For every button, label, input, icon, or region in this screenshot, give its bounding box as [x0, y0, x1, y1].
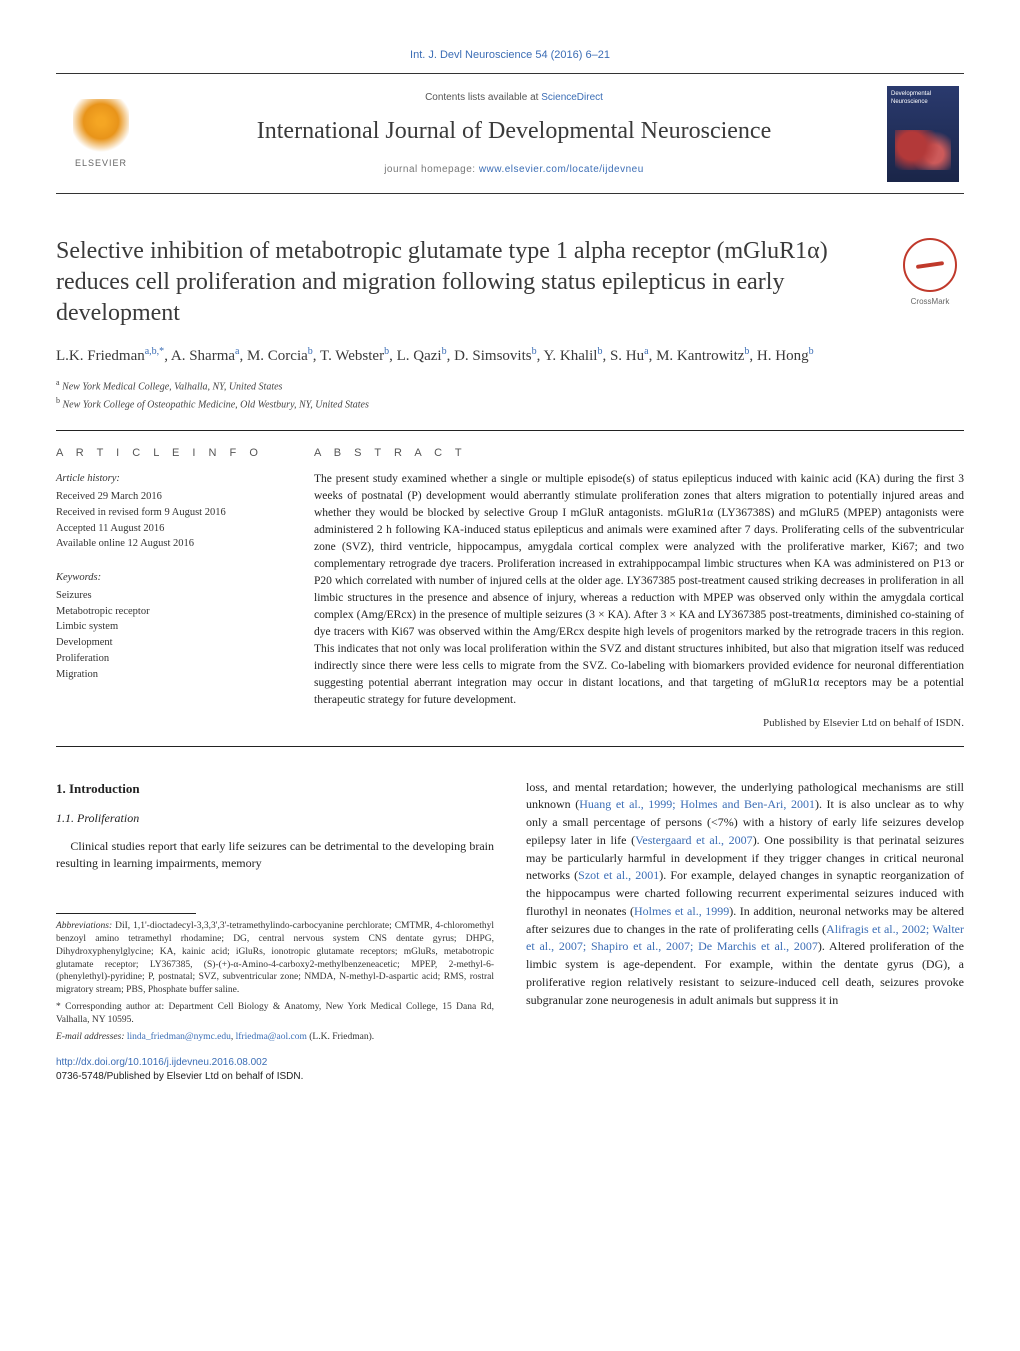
affil-text: New York Medical College, Valhalla, NY, … [62, 382, 282, 393]
journal-header: ELSEVIER Contents lists available at Sci… [56, 74, 964, 194]
history-received: Received 29 March 2016 [56, 489, 278, 505]
email-footnote: E-mail addresses: linda_friedman@nymc.ed… [56, 1031, 494, 1044]
abbrev-label: Abbreviations: [56, 921, 112, 931]
abstract-panel: A B S T R A C T The present study examin… [314, 431, 964, 732]
sciencedirect-link[interactable]: ScienceDirect [541, 92, 603, 103]
abbreviations-footnote: Abbreviations: DiI, 1,1'-dioctadecyl-3,3… [56, 920, 494, 997]
cover-image: Developmental Neuroscience [887, 86, 959, 182]
section-number: 1. [56, 781, 66, 796]
citation[interactable]: Vestergaard et al., 2007 [635, 833, 753, 847]
keywords-label: Keywords: [56, 570, 278, 586]
header-center: Contents lists available at ScienceDirec… [146, 74, 882, 193]
subsection-number: 1.1. [56, 811, 74, 825]
abbrev-text: DiI, 1,1'-dioctadecyl-3,3,3',3'-tetramet… [56, 921, 494, 995]
section-heading: 1. Introduction [56, 779, 494, 798]
keyword: Development [56, 635, 278, 651]
homepage-prefix: journal homepage: [384, 164, 479, 175]
contents-available: Contents lists available at ScienceDirec… [425, 91, 603, 105]
body-columns: 1. Introduction 1.1. Proliferation Clini… [56, 779, 964, 1084]
keyword: Metabotropic receptor [56, 604, 278, 620]
crossmark-badge[interactable]: CrossMark [896, 238, 964, 307]
abstract-text: The present study examined whether a sin… [314, 471, 964, 709]
email-suffix: (L.K. Friedman). [309, 1032, 374, 1042]
article-info-heading: A R T I C L E I N F O [56, 445, 278, 462]
abstract-heading: A B S T R A C T [314, 445, 964, 461]
footnotes: Abbreviations: DiI, 1,1'-dioctadecyl-3,3… [56, 920, 494, 1043]
article-info-panel: A R T I C L E I N F O Article history: R… [56, 431, 278, 732]
elsevier-label: ELSEVIER [75, 157, 127, 170]
keyword: Migration [56, 667, 278, 683]
affiliation-a: a New York Medical College, Valhalla, NY… [56, 377, 964, 394]
contents-prefix: Contents lists available at [425, 92, 541, 103]
elsevier-tree-icon [73, 99, 129, 155]
email-label: E-mail addresses: [56, 1032, 125, 1042]
corr-label: * Corresponding author at: [56, 1002, 164, 1012]
affiliations: a New York Medical College, Valhalla, NY… [56, 377, 964, 412]
keyword: Proliferation [56, 651, 278, 667]
subsection-title: Proliferation [77, 811, 139, 825]
journal-cover: Developmental Neuroscience [882, 74, 964, 193]
doi-block: http://dx.doi.org/10.1016/j.ijdevneu.201… [56, 1056, 494, 1084]
right-column: loss, and mental retardation; however, t… [526, 779, 964, 1084]
left-column: 1. Introduction 1.1. Proliferation Clini… [56, 779, 494, 1084]
journal-name: International Journal of Developmental N… [257, 115, 771, 149]
crossmark-icon [903, 238, 957, 292]
crossmark-label: CrossMark [911, 296, 950, 307]
keyword: Seizures [56, 588, 278, 604]
authors-list: L.K. Friedmana,b,*, A. Sharmaa, M. Corci… [56, 345, 964, 368]
corresponding-footnote: * Corresponding author at: Department Ce… [56, 1001, 494, 1027]
cover-text: Developmental Neuroscience [891, 91, 931, 105]
history-accepted: Accepted 11 August 2016 [56, 521, 278, 537]
affiliation-b: b New York College of Osteopathic Medici… [56, 395, 964, 412]
history-revised: Received in revised form 9 August 2016 [56, 505, 278, 521]
divider [56, 746, 964, 747]
history-label: Article history: [56, 471, 278, 487]
abstract-copyright: Published by Elsevier Ltd on behalf of I… [314, 715, 964, 731]
issn-line: 0736-5748/Published by Elsevier Ltd on b… [56, 1071, 303, 1082]
section-title: Introduction [69, 781, 140, 796]
body-paragraph: loss, and mental retardation; however, t… [526, 779, 964, 1010]
citation[interactable]: Szot et al., 2001 [578, 868, 659, 882]
email-link-2[interactable]: lfriedma@aol.com [236, 1032, 307, 1042]
email-link-1[interactable]: linda_friedman@nymc.edu [127, 1032, 231, 1042]
citation[interactable]: Holmes et al., 1999 [634, 904, 729, 918]
footnote-rule [56, 913, 196, 914]
affil-text: New York College of Osteopathic Medicine… [63, 399, 369, 410]
doi-link[interactable]: http://dx.doi.org/10.1016/j.ijdevneu.201… [56, 1057, 267, 1068]
citation[interactable]: Huang et al., 1999; Holmes and Ben-Ari, … [579, 797, 815, 811]
homepage-line: journal homepage: www.elsevier.com/locat… [384, 163, 644, 177]
body-paragraph: Clinical studies report that early life … [56, 838, 494, 874]
history-online: Available online 12 August 2016 [56, 536, 278, 552]
homepage-link[interactable]: www.elsevier.com/locate/ijdevneu [479, 164, 644, 175]
article-title: Selective inhibition of metabotropic glu… [56, 236, 884, 328]
subsection-heading: 1.1. Proliferation [56, 810, 494, 828]
elsevier-logo: ELSEVIER [56, 74, 146, 193]
keyword: Limbic system [56, 619, 278, 635]
running-header: Int. J. Devl Neuroscience 54 (2016) 6–21 [56, 48, 964, 63]
